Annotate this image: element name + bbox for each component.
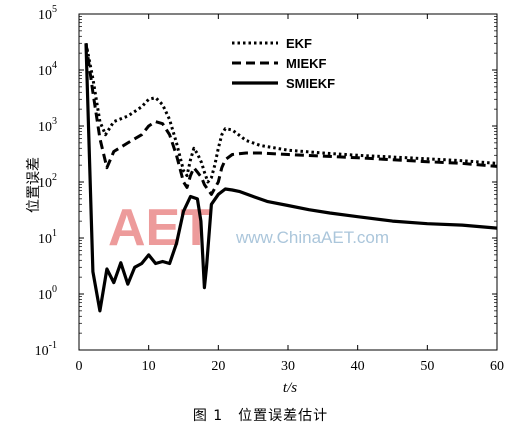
y-tick-exponent: 5: [52, 4, 57, 15]
x-tick-label: 40: [351, 359, 365, 374]
legend-label-ekf: EKF: [286, 36, 312, 51]
y-tick-exponent: 1: [52, 228, 57, 239]
y-axis-label: 位置误差: [26, 157, 42, 213]
y-tick-label: 100: [38, 284, 57, 303]
series-line-ekf: [84, 43, 498, 184]
watermark: AET www.ChinaAET.com: [108, 199, 389, 257]
x-tick-label: 30: [281, 359, 295, 374]
watermark-site: www.ChinaAET.com: [235, 228, 389, 247]
y-tick-label: 104: [38, 60, 57, 79]
y-tick-exponent: 3: [52, 116, 57, 127]
watermark-logo: AET: [108, 199, 212, 257]
y-tick-exponent: 4: [52, 60, 57, 71]
y-tick-label: 105: [38, 4, 57, 23]
legend: EKF MIEKF SMIEKF: [232, 36, 335, 91]
figure-caption: 图 1 位置误差估计: [192, 408, 329, 424]
y-tick-label: 101: [38, 228, 57, 247]
x-tick-label: 0: [76, 359, 83, 374]
y-tick-exponent: 2: [52, 172, 57, 183]
y-tick-exponent: 0: [52, 284, 57, 295]
axis-ticks: [78, 13, 498, 351]
x-tick-label: 20: [211, 359, 225, 374]
series-lines: [84, 43, 498, 313]
x-tick-label: 50: [420, 359, 434, 374]
legend-label-smiekf: SMIEKF: [286, 76, 335, 91]
series-line-miekf: [84, 43, 498, 196]
x-tick-label: 10: [142, 359, 156, 374]
x-axis-label: t/s: [283, 380, 297, 396]
series-line-smiekf: [84, 43, 498, 313]
x-tick-labels: 0 10 20 30 40 50 60: [76, 359, 505, 374]
x-tick-label: 60: [490, 359, 504, 374]
y-tick-label: 10-1: [35, 340, 57, 359]
y-tick-label: 103: [38, 116, 57, 135]
legend-label-miekf: MIEKF: [286, 56, 327, 71]
position-error-chart: AET www.ChinaAET.com 10-1100101102103104…: [26, 4, 505, 396]
y-tick-exponent: -1: [49, 340, 57, 351]
